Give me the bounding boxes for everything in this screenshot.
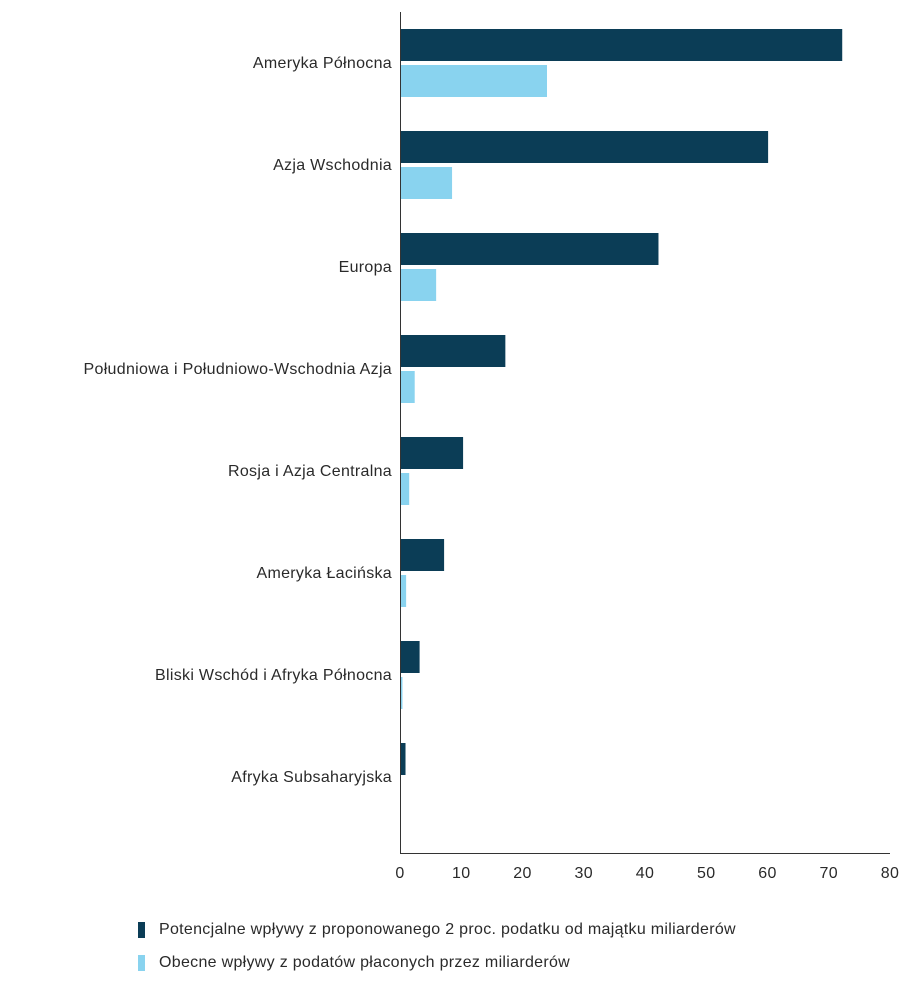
bar-potential-6 <box>400 641 420 673</box>
category-label-3: Południowa i Południowo-Wschodnia Azja <box>84 361 392 378</box>
legend-item-current: Obecne wpływy z podatów płaconych przez … <box>138 953 736 973</box>
x-tick-label-8: 80 <box>881 865 899 882</box>
bar-potential-4 <box>400 437 464 469</box>
bar-current-1 <box>400 167 453 199</box>
category-label-1: Azja Wschodnia <box>273 157 392 174</box>
bar-current-0 <box>400 65 547 97</box>
category-label-2: Europa <box>339 259 392 276</box>
x-tick-label-4: 40 <box>636 865 654 882</box>
legend-label-potential: Potencjalne wpływy z proponowanego 2 pro… <box>159 921 736 938</box>
bar-potential-1 <box>400 131 769 163</box>
category-label-7: Afryka Subsaharyjska <box>231 769 392 786</box>
bar-potential-7 <box>400 743 406 775</box>
bar-chart: Ameryka Północna Azja Wschodnia Europa Połu… <box>84 12 899 882</box>
x-tick-label-3: 30 <box>575 865 593 882</box>
x-tick-label-5: 50 <box>697 865 715 882</box>
bar-potential-5 <box>400 539 445 571</box>
legend-label-current: Obecne wpływy z podatów płaconych przez … <box>159 954 571 971</box>
bar-current-5 <box>400 575 407 607</box>
x-tick-label-0: 0 <box>395 865 404 882</box>
category-label-6: Bliski Wschód i Afryka Północna <box>155 667 392 684</box>
x-tick-label-2: 20 <box>513 865 531 882</box>
bars-group <box>400 29 843 811</box>
bar-current-4 <box>400 473 410 505</box>
category-label-4: Rosja i Azja Centralna <box>228 463 392 480</box>
legend-swatch-current <box>138 955 145 971</box>
x-tick-labels: 0 10 20 30 40 50 60 70 80 <box>395 865 899 882</box>
x-tick-label-7: 70 <box>820 865 838 882</box>
bar-potential-0 <box>400 29 843 61</box>
bar-potential-3 <box>400 335 506 367</box>
category-label-0: Ameryka Północna <box>253 55 392 72</box>
x-tick-label-6: 60 <box>758 865 776 882</box>
bar-potential-2 <box>400 233 659 265</box>
legend: Potencjalne wpływy z proponowanego 2 pro… <box>138 920 736 986</box>
legend-item-potential: Potencjalne wpływy z proponowanego 2 pro… <box>138 920 736 940</box>
bar-current-2 <box>400 269 437 301</box>
legend-swatch-potential <box>138 922 145 938</box>
bar-current-6 <box>400 677 403 709</box>
bar-current-3 <box>400 371 415 403</box>
x-tick-label-1: 10 <box>452 865 470 882</box>
category-labels: Ameryka Północna Azja Wschodnia Europa Połu… <box>84 55 392 786</box>
category-label-5: Ameryka Łacińska <box>256 565 392 582</box>
